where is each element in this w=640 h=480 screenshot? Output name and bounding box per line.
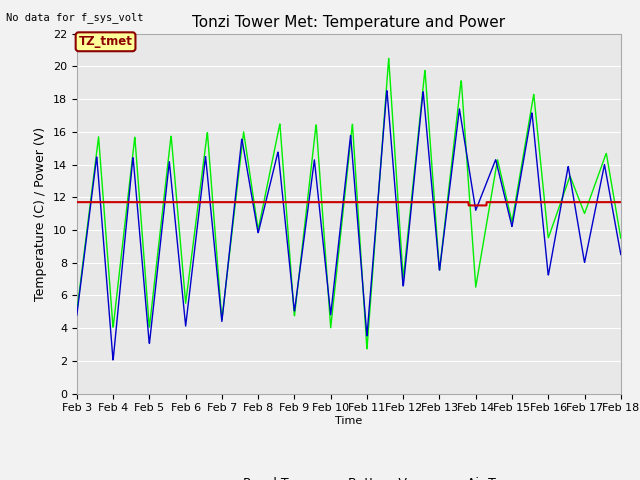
Panel T: [323, 272, 331, 278]
Air T: [73, 312, 81, 318]
Text: No data for f_sys_volt: No data for f_sys_volt: [6, 12, 144, 23]
Panel T: [617, 235, 625, 241]
Air T: [602, 166, 609, 172]
Battery V: [502, 199, 509, 205]
Battery V: [337, 199, 345, 205]
Battery V: [602, 199, 609, 205]
Air T: [617, 252, 625, 257]
Battery V: [323, 199, 331, 205]
Panel T: [602, 153, 609, 159]
Air T: [602, 168, 609, 173]
X-axis label: Time: Time: [335, 416, 362, 426]
Panel T: [337, 225, 345, 231]
Line: Panel T: Panel T: [77, 59, 621, 349]
Air T: [100, 252, 108, 257]
Text: TZ_tmet: TZ_tmet: [79, 36, 132, 48]
Panel T: [100, 213, 108, 219]
Battery V: [100, 199, 108, 205]
Legend: Panel T, Battery V, Air T: Panel T, Battery V, Air T: [196, 472, 501, 480]
Air T: [323, 279, 331, 285]
Air T: [502, 198, 509, 204]
Y-axis label: Temperature (C) / Power (V): Temperature (C) / Power (V): [35, 127, 47, 300]
Air T: [383, 88, 390, 94]
Panel T: [363, 346, 371, 352]
Panel T: [385, 56, 392, 61]
Air T: [109, 357, 117, 363]
Panel T: [502, 192, 509, 198]
Line: Battery V: Battery V: [77, 202, 621, 205]
Panel T: [73, 309, 81, 315]
Battery V: [617, 199, 625, 205]
Battery V: [465, 203, 472, 208]
Panel T: [602, 152, 609, 158]
Battery V: [73, 199, 81, 205]
Title: Tonzi Tower Met: Temperature and Power: Tonzi Tower Met: Temperature and Power: [192, 15, 506, 30]
Air T: [338, 214, 346, 219]
Line: Air T: Air T: [77, 91, 621, 360]
Battery V: [601, 199, 609, 205]
